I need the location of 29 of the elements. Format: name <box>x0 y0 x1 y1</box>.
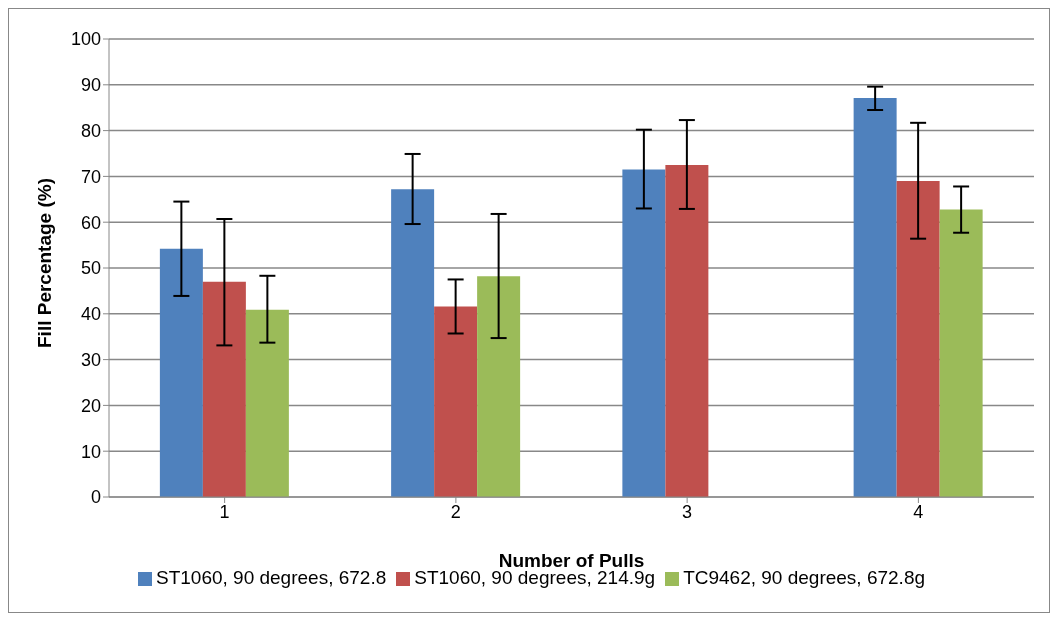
y-tick-label: 100 <box>70 29 101 50</box>
x-tick-label: 3 <box>682 501 693 522</box>
bar <box>622 169 666 497</box>
y-tick-label: 70 <box>80 166 101 187</box>
bar <box>477 276 521 497</box>
bar <box>896 180 940 497</box>
y-tick-label: 20 <box>80 395 101 416</box>
bar <box>159 248 203 497</box>
legend-label: TC9462, 90 degrees, 672.8g <box>683 567 926 588</box>
bar <box>939 209 983 497</box>
x-tick-label: 1 <box>219 501 230 522</box>
x-tick-label: 4 <box>913 501 924 522</box>
y-tick-label: 50 <box>80 258 101 279</box>
y-tick-label: 0 <box>90 487 101 508</box>
legend-label: ST1060, 90 degrees, 672.8 <box>155 567 387 588</box>
bar <box>434 306 478 497</box>
y-tick-label: 30 <box>80 349 101 370</box>
y-tick-label: 40 <box>80 304 101 325</box>
y-tick-label: 60 <box>80 212 101 233</box>
bar <box>853 98 897 497</box>
bar <box>245 309 289 497</box>
x-tick-label: 2 <box>450 501 461 522</box>
bar <box>391 189 435 497</box>
y-axis-title: Fill Percentage (%) <box>33 178 55 348</box>
y-tick-label: 80 <box>80 120 101 141</box>
bar <box>665 164 709 497</box>
y-tick-label: 90 <box>80 75 101 96</box>
y-tick-label: 10 <box>80 441 101 462</box>
bar <box>202 281 246 497</box>
